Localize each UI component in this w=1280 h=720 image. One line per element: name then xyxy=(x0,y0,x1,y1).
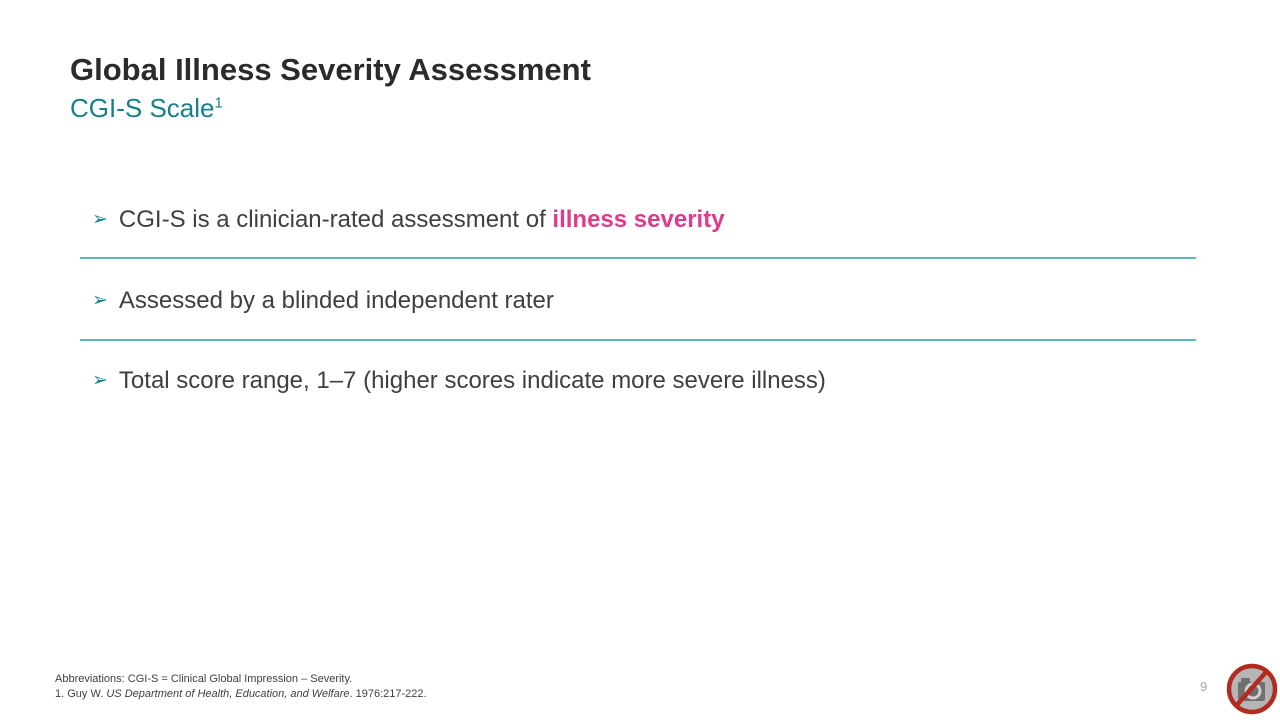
bullet-text-3: Total score range, 1–7 (higher scores in… xyxy=(118,367,826,394)
reference-italic: US Department of Health, Education, and … xyxy=(106,688,350,700)
bullet-item-2: ➢ Assessed by a blinded independent rate… xyxy=(92,286,1196,316)
arrow-bullet-icon: ➢ xyxy=(92,290,108,311)
arrow-bullet-icon: ➢ xyxy=(92,370,108,391)
bullet-item-1: ➢ CGI-S is a clinician-rated assessment … xyxy=(92,205,1196,235)
slide-subtitle-text: CGI-S Scale xyxy=(70,93,215,123)
slide-subtitle: CGI-S Scale1 xyxy=(70,93,223,124)
reference-line: 1. Guy W. US Department of Health, Educa… xyxy=(55,687,427,702)
subtitle-footnote-marker: 1 xyxy=(214,94,223,112)
slide-title: Global Illness Severity Assessment xyxy=(70,52,591,87)
arrow-bullet-icon: ➢ xyxy=(92,209,108,230)
reference-suffix: . 1976:217-222. xyxy=(349,688,427,700)
page-number: 9 xyxy=(1200,679,1208,694)
abbreviations-line: Abbreviations: CGI-S = Clinical Global I… xyxy=(55,673,353,685)
bullet-text-2: Assessed by a blinded independent rater xyxy=(118,287,554,314)
bullet-1-highlight: illness severity xyxy=(552,206,725,233)
bullet-item-3: ➢ Total score range, 1–7 (higher scores … xyxy=(92,366,1196,396)
reference-prefix: 1. Guy W. xyxy=(55,688,107,700)
bullet-text-1: CGI-S is a clinician-rated assessment of… xyxy=(119,205,725,235)
divider xyxy=(80,257,1196,259)
divider xyxy=(80,339,1196,341)
no-image-placeholder-icon xyxy=(1226,663,1278,715)
footnotes: Abbreviations: CGI-S = Clinical Global I… xyxy=(55,672,427,702)
bullet-1-prefix: CGI-S is a clinician-rated assessment of xyxy=(118,206,553,233)
